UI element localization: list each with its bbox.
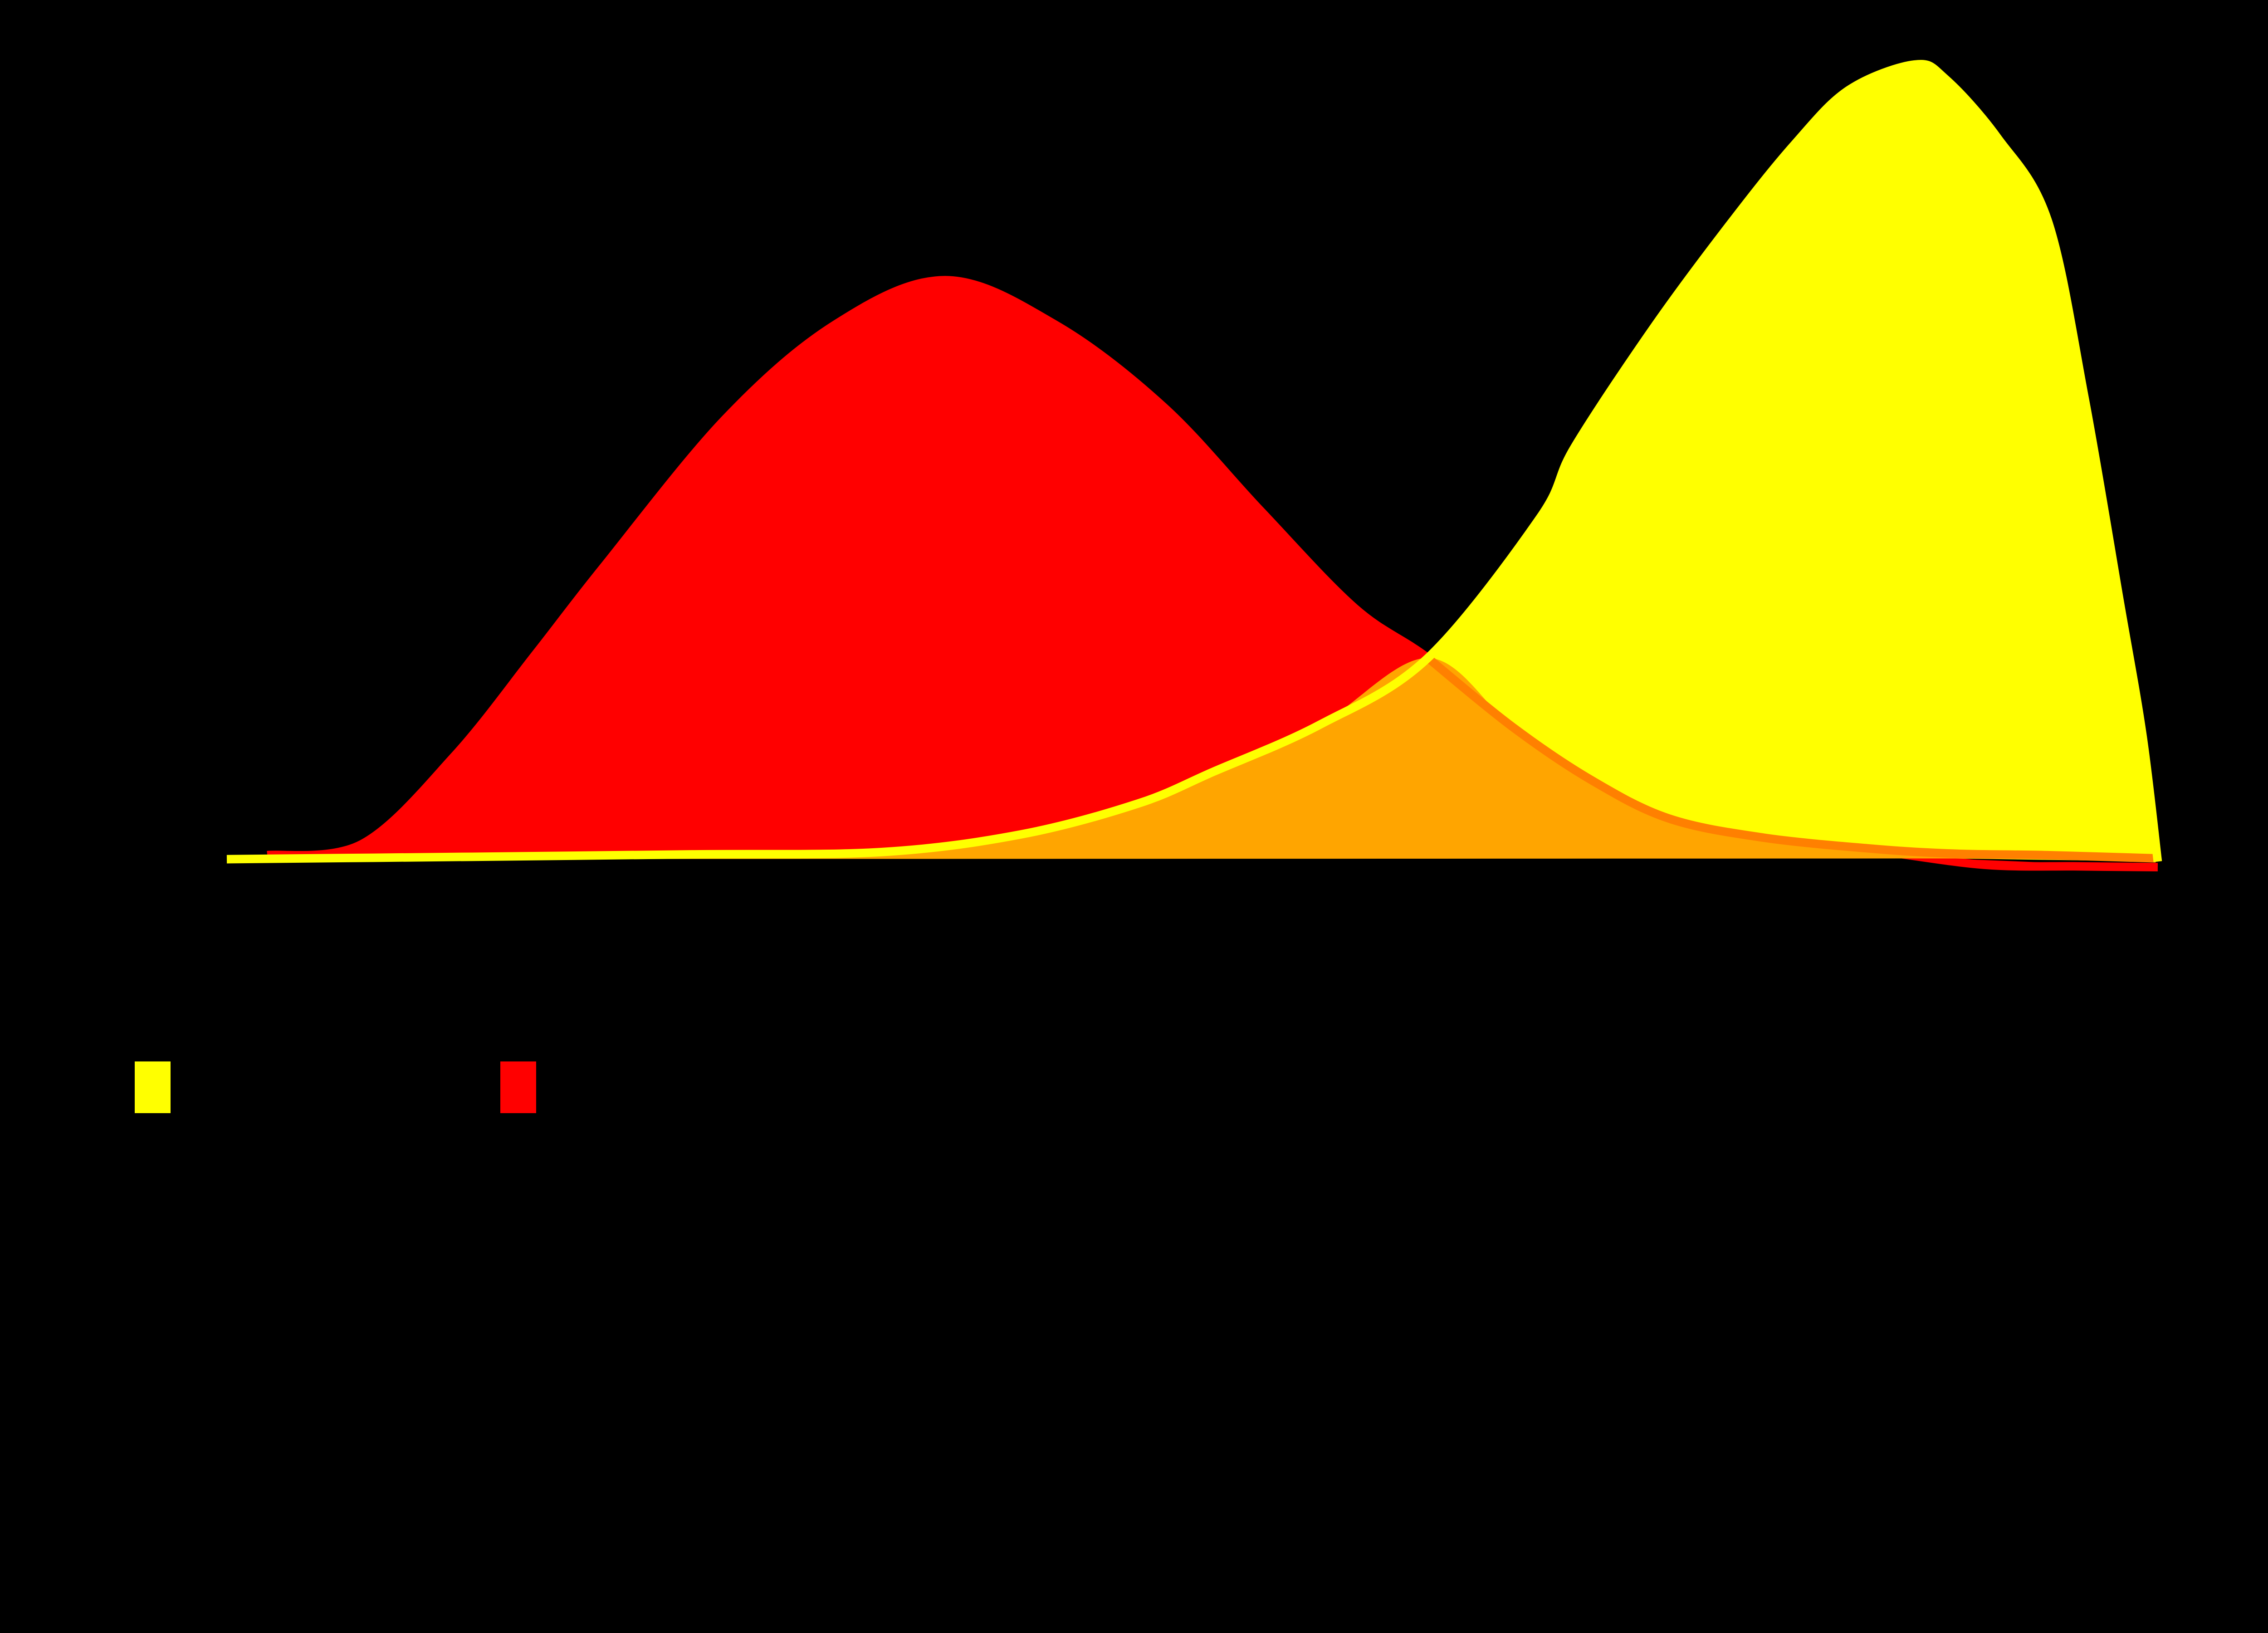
yellow-distribution-outline: [226, 60, 2162, 864]
overlapping-distributions-figure: [135, 60, 2162, 1113]
overlap-area: [227, 658, 2156, 860]
overlap-outline: [1425, 655, 2156, 863]
red-distribution-area: [267, 280, 2158, 867]
yellow-distribution-area: [227, 64, 2158, 862]
distributions-chart-canvas: [226, 60, 2162, 871]
